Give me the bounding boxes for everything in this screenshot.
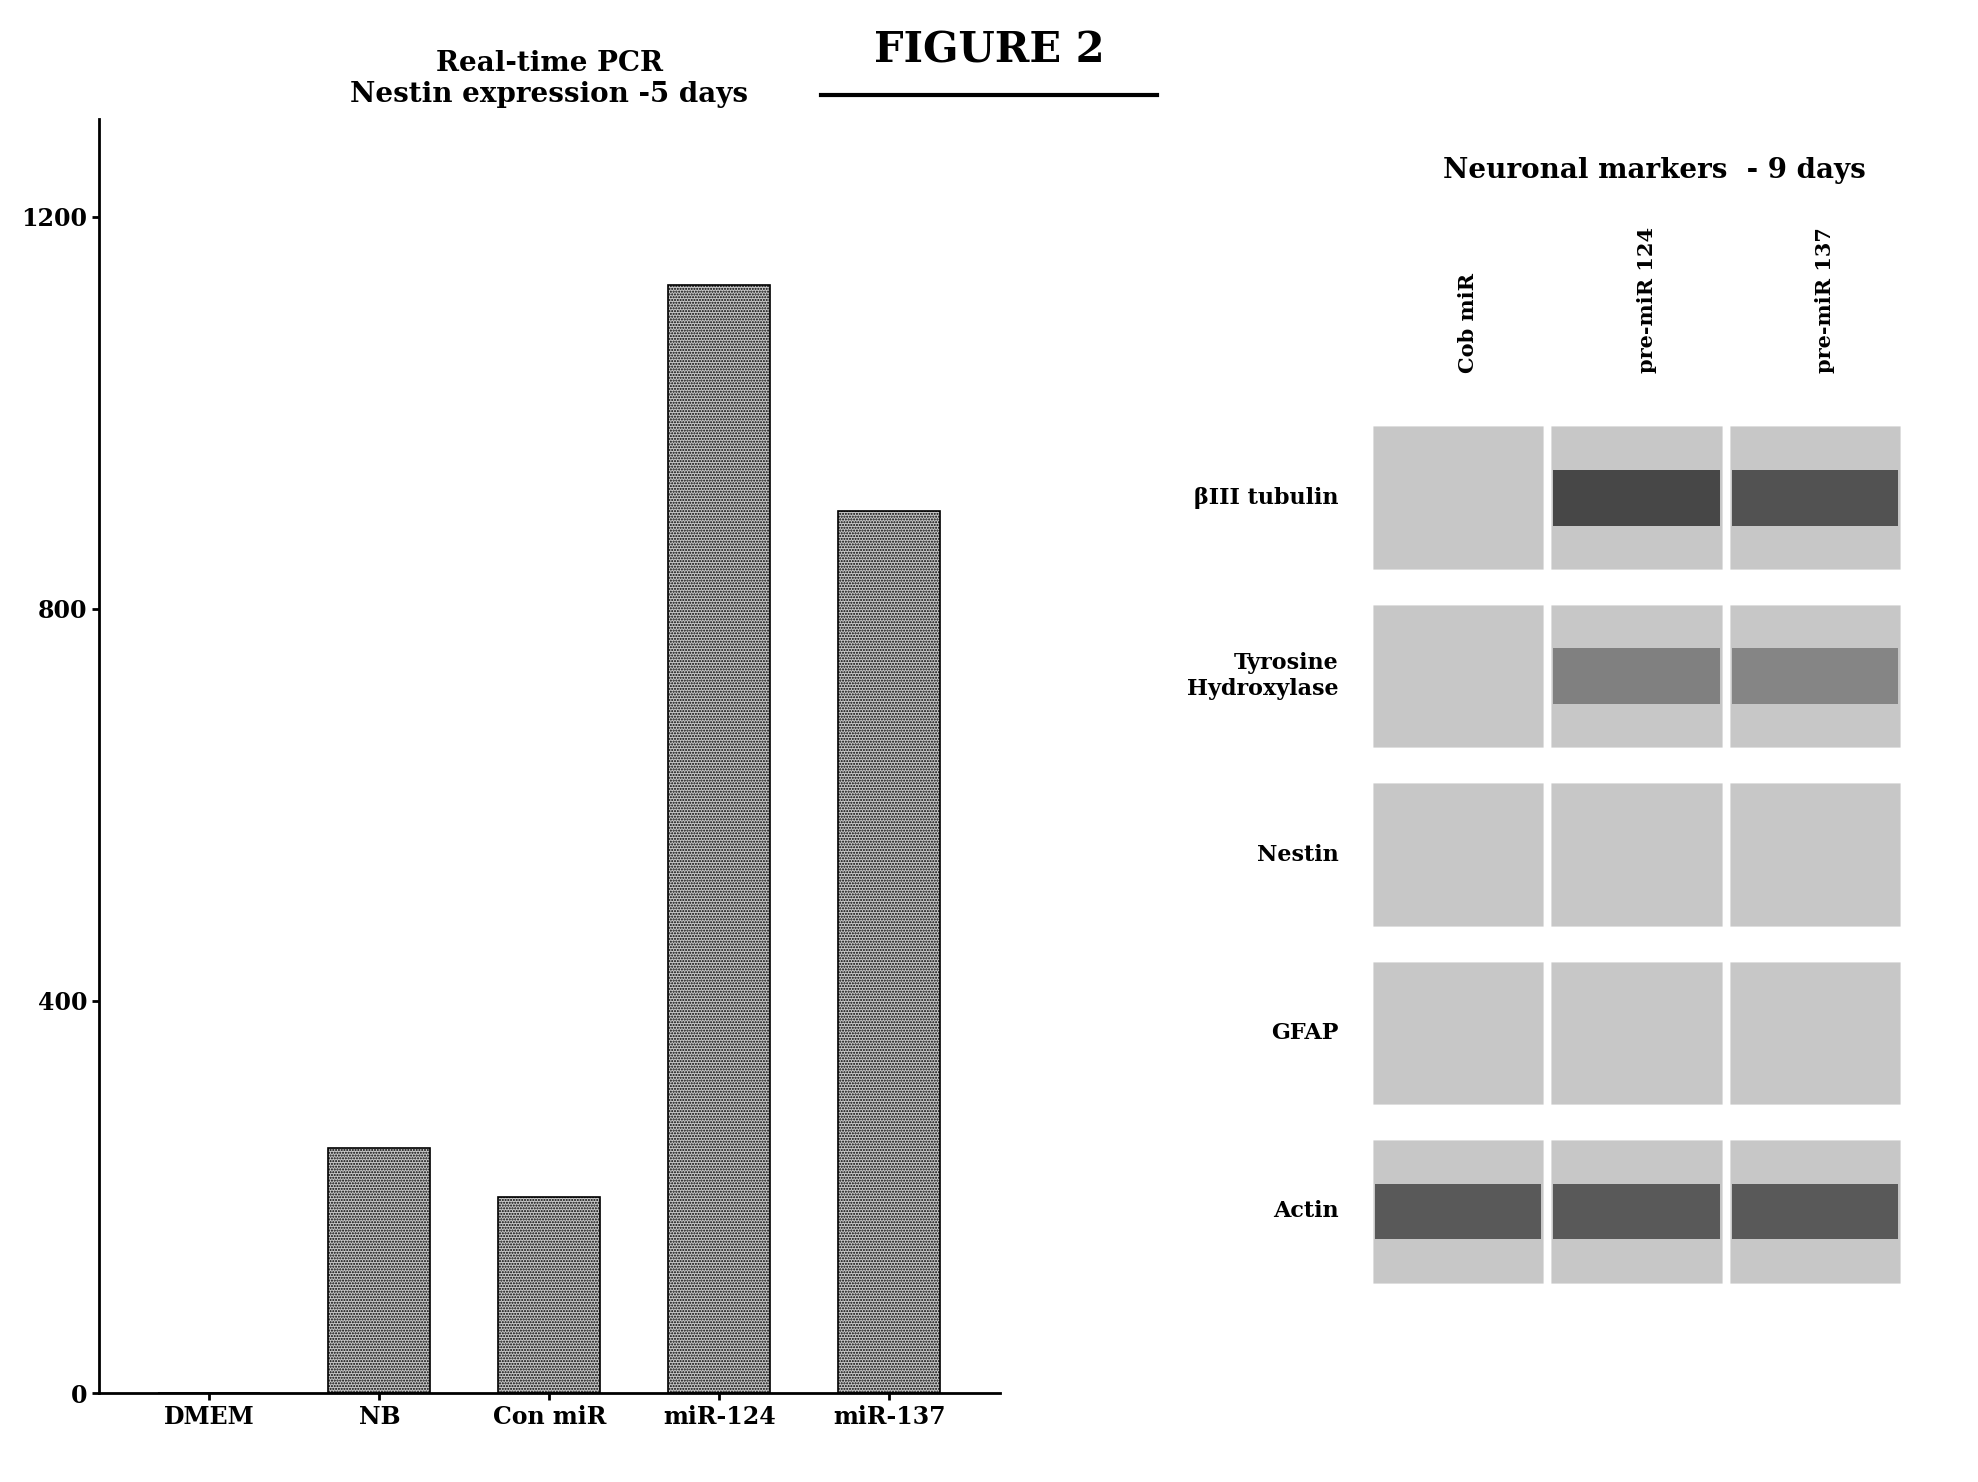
Bar — [1371, 960, 1545, 1106]
Bar — [1553, 648, 1719, 704]
Bar — [1727, 960, 1903, 1106]
Text: Cob miR: Cob miR — [1458, 274, 1478, 373]
Bar — [1549, 960, 1723, 1106]
Bar — [498, 1197, 599, 1393]
Title: Real-time PCR
Nestin expression -5 days: Real-time PCR Nestin expression -5 days — [350, 50, 748, 108]
Bar — [1371, 781, 1545, 928]
Bar — [1727, 1138, 1903, 1285]
Text: Actin: Actin — [1274, 1200, 1339, 1223]
Bar — [1733, 648, 1899, 704]
Bar — [1553, 470, 1719, 526]
Bar — [1733, 470, 1899, 526]
Bar — [1371, 603, 1545, 750]
Bar — [1371, 603, 1545, 750]
Bar — [1549, 1138, 1723, 1285]
Bar — [1549, 424, 1723, 571]
Bar — [1371, 1138, 1545, 1285]
Text: pre-miR 124: pre-miR 124 — [1636, 227, 1656, 373]
Text: FIGURE 2: FIGURE 2 — [874, 30, 1104, 71]
Bar — [1553, 1184, 1719, 1239]
Text: pre-miR 137: pre-miR 137 — [1816, 228, 1836, 373]
Bar — [1727, 424, 1903, 571]
Text: GFAP: GFAP — [1272, 1023, 1339, 1043]
Bar — [1549, 424, 1723, 571]
Bar — [1549, 960, 1723, 1106]
Text: Nestin: Nestin — [1256, 843, 1339, 865]
Text: βIII tubulin: βIII tubulin — [1195, 486, 1339, 508]
Bar — [1371, 424, 1545, 571]
Bar — [1375, 1184, 1541, 1239]
Bar — [1727, 424, 1903, 571]
Bar — [669, 285, 769, 1393]
Bar — [1371, 1138, 1545, 1285]
Bar — [839, 511, 940, 1393]
Bar — [1549, 781, 1723, 928]
Bar — [1727, 781, 1903, 928]
Bar — [1549, 603, 1723, 750]
Text: Neuronal markers  - 9 days: Neuronal markers - 9 days — [1444, 157, 1865, 184]
Bar — [1727, 960, 1903, 1106]
Text: Tyrosine
Hydroxylase: Tyrosine Hydroxylase — [1187, 652, 1339, 700]
Bar — [1727, 603, 1903, 750]
Bar — [1733, 1184, 1899, 1239]
Bar — [1371, 781, 1545, 928]
Bar — [1549, 1138, 1723, 1285]
Bar — [1549, 603, 1723, 750]
Bar — [328, 1149, 431, 1393]
Bar — [1371, 424, 1545, 571]
Bar — [1371, 960, 1545, 1106]
Bar — [1549, 781, 1723, 928]
Bar — [1727, 603, 1903, 750]
Bar — [1727, 1138, 1903, 1285]
Bar — [1727, 781, 1903, 928]
